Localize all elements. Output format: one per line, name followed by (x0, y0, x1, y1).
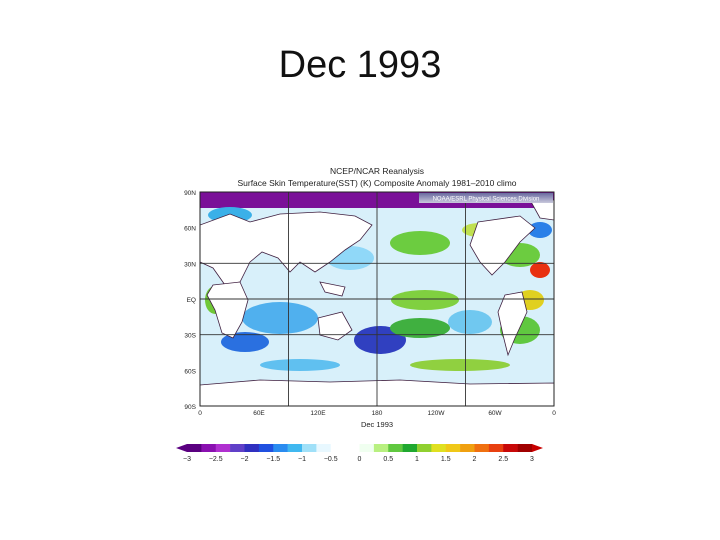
colorbar-tick-label: −3 (183, 456, 191, 463)
colorbar-cell (201, 444, 217, 452)
colorbar-tick-label: −0.5 (324, 456, 338, 463)
colorbar-cell (345, 444, 360, 452)
lat-label: 60S (184, 368, 196, 375)
colorbar-cell (287, 444, 303, 452)
map-panel (199, 191, 555, 407)
colorbar-cell (388, 444, 403, 452)
graticule (200, 192, 554, 406)
colorbar-tick-label: 1 (415, 456, 419, 463)
lon-label: 0 (552, 410, 556, 417)
slide-title: Dec 1993 (278, 44, 442, 86)
colorbar-tick-label: 0.5 (383, 456, 393, 463)
colorbar: −3 −2.5 −2 −1.5 −1 −0.5 0 0.5 1 1.5 2 2.5 3 (176, 444, 543, 463)
colorbar-tick-label: −2.5 (209, 456, 223, 463)
colorbar-cell (273, 444, 288, 452)
map-date-label: Dec 1993 (361, 420, 393, 429)
colorbar-tick-label: 2.5 (498, 456, 508, 463)
lon-label: 120W (428, 410, 446, 417)
lon-labels: 0 60E 120E 180 120W 60W 0 (198, 410, 556, 417)
colorbar-cell (316, 444, 332, 452)
colorbar-tick-label: −2 (241, 456, 249, 463)
credit-box (419, 193, 553, 203)
lat-label: 90S (184, 404, 196, 411)
colorbar-tick-labels: −3 −2.5 −2 −1.5 −1 −0.5 0 0.5 1 1.5 2 2.5 3 (183, 456, 534, 463)
lat-label: 30S (184, 333, 196, 340)
lat-label: 60N (184, 226, 196, 233)
colorbar-cell (517, 444, 533, 452)
colorbar-cell (244, 444, 260, 452)
lon-label: 180 (372, 410, 383, 417)
colorbar-right-arrow (532, 444, 543, 452)
colorbar-cell (215, 444, 231, 452)
colorbar-tick-label: 1.5 (441, 456, 451, 463)
colorbar-cell (373, 444, 389, 452)
credit-label: NOAA/ESRL Physical Sciences Division (433, 197, 540, 203)
lat-label: EQ (187, 297, 196, 304)
figure-header-line2: Surface Skin Temperature(SST) (K) Compos… (237, 178, 516, 188)
lon-label: 120E (310, 410, 326, 417)
colorbar-cell (230, 444, 245, 452)
lat-labels: 90N 60N 30N EQ 30S 60S 90S (184, 190, 197, 411)
colorbar-cell (402, 444, 418, 452)
figure-header-line1: NCEP/NCAR Reanalysis (330, 166, 424, 176)
colorbar-cell (417, 444, 432, 452)
lat-label: 30N (184, 261, 196, 268)
colorbar-tick-label: −1 (298, 456, 306, 463)
colorbar-cell (445, 444, 461, 452)
lon-label: 0 (198, 410, 202, 417)
colorbar-cell (258, 444, 274, 452)
colorbar-cell (460, 444, 475, 452)
colorbar-cell (187, 444, 202, 452)
colorbar-cells (187, 444, 533, 452)
colorbar-cell (474, 444, 490, 452)
colorbar-cell (359, 444, 375, 452)
colorbar-left-arrow (176, 444, 187, 452)
lon-label: 60W (488, 410, 502, 417)
colorbar-cell (330, 444, 346, 452)
lon-label: 60E (253, 410, 265, 417)
colorbar-tick-label: 2 (473, 456, 477, 463)
colorbar-tick-label: 3 (530, 456, 534, 463)
colorbar-cell (302, 444, 317, 452)
colorbar-tick-label: −1.5 (266, 456, 280, 463)
colorbar-cell (488, 444, 504, 452)
colorbar-cell (431, 444, 447, 452)
colorbar-cell (503, 444, 518, 452)
colorbar-tick-label: 0 (358, 456, 362, 463)
lat-label: 90N (184, 190, 196, 197)
